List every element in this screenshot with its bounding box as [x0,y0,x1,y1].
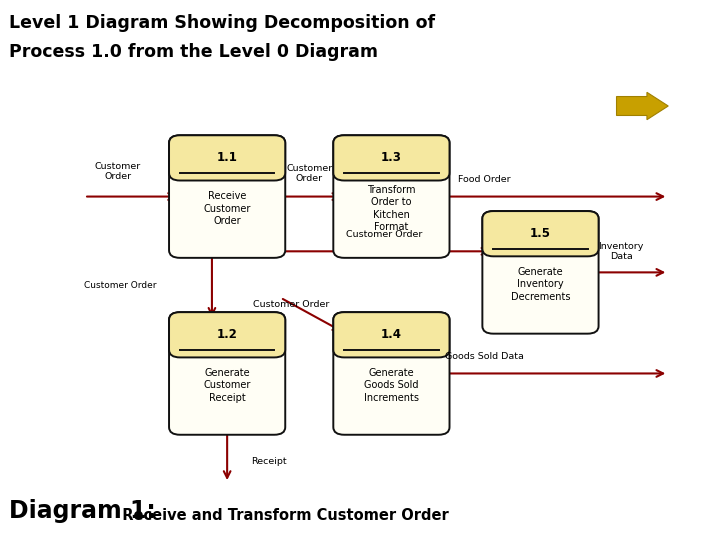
FancyBboxPatch shape [344,157,438,173]
FancyBboxPatch shape [180,333,274,350]
FancyBboxPatch shape [344,333,438,350]
FancyBboxPatch shape [333,312,449,357]
Text: 1.1: 1.1 [217,151,238,164]
FancyBboxPatch shape [169,312,285,357]
Text: Process 1.0 from the Level 0 Diagram: Process 1.0 from the Level 0 Diagram [9,43,379,61]
Text: Transform
Order to
Kitchen
Format: Transform Order to Kitchen Format [367,185,415,232]
FancyBboxPatch shape [493,232,588,249]
FancyBboxPatch shape [180,157,274,173]
Text: 1.5: 1.5 [530,227,551,240]
FancyBboxPatch shape [333,136,449,180]
Text: Goods Sold Data: Goods Sold Data [445,352,523,361]
Text: Inventory
Data: Inventory Data [598,241,644,261]
Text: Receipt: Receipt [251,457,287,467]
FancyBboxPatch shape [169,312,285,435]
FancyBboxPatch shape [333,136,449,258]
Text: Customer
Order: Customer Order [286,164,333,183]
Text: 1.3: 1.3 [381,151,402,164]
Text: Receive
Customer
Order: Receive Customer Order [204,191,251,226]
FancyBboxPatch shape [169,136,285,258]
FancyBboxPatch shape [482,211,598,334]
Text: Customer Order: Customer Order [346,230,422,239]
FancyBboxPatch shape [333,312,449,435]
FancyBboxPatch shape [169,136,285,180]
Text: Receive and Transform Customer Order: Receive and Transform Customer Order [112,508,449,523]
Text: Diagram 1:: Diagram 1: [9,499,156,523]
Text: 1.2: 1.2 [217,328,238,341]
Text: Generate
Goods Sold
Increments: Generate Goods Sold Increments [364,368,419,403]
Text: Customer Order: Customer Order [84,280,157,289]
FancyBboxPatch shape [482,211,598,256]
Text: Level 1 Diagram Showing Decomposition of: Level 1 Diagram Showing Decomposition of [9,14,436,31]
Text: Generate
Inventory
Decrements: Generate Inventory Decrements [510,267,570,302]
Text: Food Order: Food Order [458,175,510,184]
Text: Generate
Customer
Receipt: Generate Customer Receipt [204,368,251,403]
Polygon shape [616,92,668,120]
Text: Customer
Order: Customer Order [94,161,140,181]
Text: Customer Order: Customer Order [253,300,329,309]
Text: 1.4: 1.4 [381,328,402,341]
